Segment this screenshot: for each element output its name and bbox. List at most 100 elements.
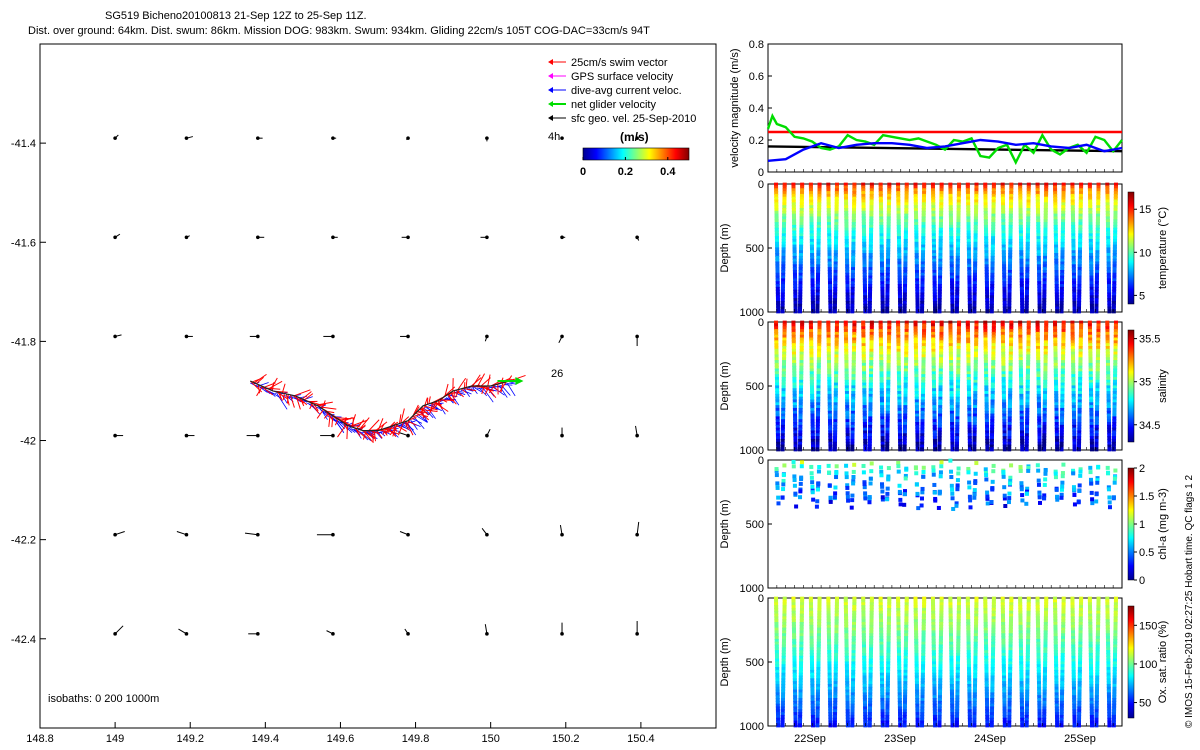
data-point bbox=[816, 410, 821, 415]
data-point bbox=[973, 241, 978, 246]
data-point bbox=[913, 210, 918, 215]
data-point bbox=[1112, 253, 1117, 258]
data-point bbox=[1088, 331, 1093, 336]
data-point bbox=[1019, 382, 1024, 387]
data-point bbox=[1026, 224, 1031, 229]
data-point bbox=[1007, 422, 1012, 427]
data-point bbox=[1043, 210, 1048, 215]
data-point bbox=[1088, 244, 1093, 249]
data-point bbox=[774, 633, 779, 638]
data-point bbox=[781, 393, 786, 398]
data-point bbox=[1007, 272, 1012, 277]
data-point bbox=[1096, 331, 1101, 336]
data-point bbox=[793, 303, 798, 308]
data-point bbox=[780, 495, 785, 500]
data-point bbox=[1078, 210, 1083, 215]
data-point bbox=[774, 365, 779, 370]
data-point bbox=[932, 281, 937, 286]
data-point bbox=[861, 329, 866, 334]
data-point bbox=[1044, 193, 1049, 198]
data-point bbox=[781, 672, 786, 677]
data-point bbox=[1018, 216, 1023, 221]
data-point bbox=[828, 286, 833, 291]
data-point bbox=[817, 199, 822, 204]
swim-vector bbox=[477, 373, 485, 387]
data-point bbox=[844, 351, 849, 356]
data-point bbox=[869, 323, 874, 328]
data-point bbox=[810, 295, 815, 300]
geo-vector bbox=[114, 134, 119, 139]
data-point bbox=[1071, 264, 1076, 269]
data-point bbox=[932, 292, 937, 297]
data-point bbox=[955, 261, 960, 266]
data-point bbox=[845, 269, 850, 274]
data-point bbox=[1043, 385, 1048, 390]
data-point bbox=[815, 712, 820, 717]
data-point bbox=[887, 196, 892, 201]
data-point bbox=[815, 720, 820, 725]
data-point bbox=[879, 376, 884, 381]
data-point bbox=[850, 413, 855, 418]
data-point bbox=[827, 241, 832, 246]
data-point bbox=[886, 219, 891, 224]
section-colorbar bbox=[1127, 191, 1135, 305]
data-point bbox=[792, 222, 797, 227]
data-point bbox=[780, 284, 785, 289]
data-point bbox=[809, 334, 814, 339]
data-point bbox=[792, 402, 797, 407]
data-point bbox=[861, 360, 866, 365]
dac-vector bbox=[489, 385, 496, 389]
data-point bbox=[991, 368, 996, 373]
data-point bbox=[1071, 253, 1076, 258]
data-point bbox=[1105, 222, 1110, 227]
data-point bbox=[1096, 185, 1101, 190]
data-point bbox=[774, 605, 779, 610]
data-point bbox=[1019, 484, 1024, 489]
data-point bbox=[904, 326, 909, 331]
data-point bbox=[817, 613, 822, 618]
data-point bbox=[850, 441, 855, 446]
data-point bbox=[920, 407, 925, 412]
data-point bbox=[1089, 438, 1094, 443]
data-point bbox=[1112, 281, 1117, 286]
section-colorbar-label: salinity bbox=[1157, 369, 1169, 403]
data-point bbox=[816, 227, 821, 232]
data-point bbox=[1008, 219, 1013, 224]
data-point bbox=[1077, 410, 1082, 415]
data-point bbox=[798, 410, 803, 415]
data-point bbox=[1019, 410, 1024, 415]
data-point bbox=[1106, 487, 1111, 492]
data-point bbox=[885, 438, 890, 443]
data-point bbox=[851, 236, 856, 241]
data-point bbox=[887, 320, 892, 325]
data-point bbox=[834, 216, 839, 221]
data-point bbox=[1096, 343, 1101, 348]
data-point bbox=[1060, 224, 1065, 229]
data-point bbox=[956, 230, 961, 235]
data-point bbox=[862, 410, 867, 415]
data-point bbox=[880, 405, 885, 410]
data-point bbox=[903, 258, 908, 263]
data-point bbox=[1008, 210, 1013, 215]
data-point bbox=[809, 205, 814, 210]
data-point bbox=[861, 320, 866, 325]
data-point bbox=[921, 222, 926, 227]
data-point bbox=[809, 236, 814, 241]
data-point bbox=[955, 422, 960, 427]
data-point bbox=[798, 433, 803, 438]
data-point bbox=[828, 306, 833, 311]
data-point bbox=[844, 379, 849, 384]
data-point bbox=[948, 213, 953, 218]
data-point bbox=[1018, 222, 1023, 227]
data-point bbox=[880, 281, 885, 286]
data-point bbox=[827, 250, 832, 255]
data-point bbox=[948, 196, 953, 201]
data-point bbox=[781, 371, 786, 376]
data-point bbox=[862, 422, 867, 427]
data-point bbox=[834, 334, 839, 339]
data-point bbox=[897, 422, 902, 427]
data-point bbox=[775, 292, 780, 297]
data-point bbox=[897, 393, 902, 398]
geo-vector-origin bbox=[331, 632, 335, 636]
data-point bbox=[1036, 258, 1041, 263]
